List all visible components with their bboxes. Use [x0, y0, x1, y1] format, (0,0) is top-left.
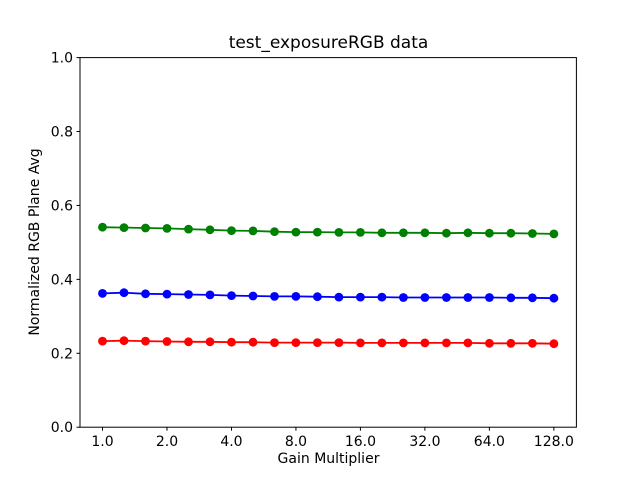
green-line	[102, 226, 554, 235]
blue-marker	[549, 293, 559, 303]
x-tick-label: 2.0	[156, 434, 178, 450]
green-marker	[184, 224, 193, 234]
green-marker	[463, 228, 473, 238]
red-marker	[270, 338, 279, 347]
chart-title: test_exposureRGB data	[228, 33, 429, 53]
green-marker	[334, 228, 344, 237]
green-marker	[248, 226, 258, 236]
blue-marker	[119, 288, 129, 298]
green-marker	[291, 227, 301, 237]
red-marker	[399, 338, 408, 348]
blue-marker	[377, 292, 387, 302]
red-marker	[248, 337, 258, 347]
red-marker	[98, 336, 107, 346]
red-marker	[549, 339, 559, 349]
green-marker	[205, 225, 215, 235]
y-tick-label: 0.0	[51, 420, 73, 436]
green-marker	[377, 228, 387, 238]
blue-marker	[420, 293, 430, 302]
red-marker	[141, 336, 150, 346]
blue-marker	[463, 293, 473, 302]
y-tick-label: 0.8	[51, 125, 73, 141]
red-marker	[162, 337, 172, 346]
red-marker	[377, 338, 387, 348]
blue-marker	[334, 292, 344, 302]
x-tick-label: 32.0	[409, 434, 440, 450]
green-marker	[141, 223, 150, 233]
blue-marker	[205, 290, 215, 300]
x-tick-label: 8.0	[285, 434, 307, 450]
red-line	[102, 339, 554, 345]
green-marker	[119, 223, 129, 233]
green-marker	[313, 227, 322, 237]
red-marker	[184, 337, 193, 347]
blue-marker	[227, 291, 236, 300]
red-marker	[442, 338, 451, 348]
blue-marker	[248, 291, 258, 301]
x-tick-label: 128.0	[534, 434, 574, 450]
plot-spines	[79, 57, 577, 428]
blue-marker	[313, 292, 322, 302]
y-tick-label: 0.4	[51, 272, 73, 288]
blue-marker	[162, 289, 172, 299]
red-marker	[119, 336, 129, 346]
red-marker	[528, 338, 537, 348]
red-marker	[313, 338, 322, 347]
green-marker	[162, 224, 172, 233]
green-marker	[227, 226, 236, 236]
green-marker	[356, 228, 365, 237]
red-marker	[334, 338, 344, 347]
x-tick-label: 16.0	[345, 434, 376, 450]
y-axis-label: Normalized RGB Plane Avg	[27, 148, 43, 336]
red-marker	[420, 338, 430, 348]
red-marker	[205, 337, 215, 347]
blue-marker	[485, 293, 494, 302]
green-marker	[549, 229, 559, 239]
blue-marker	[399, 293, 408, 302]
blue-marker	[528, 293, 537, 303]
blue-marker	[442, 293, 451, 302]
green-marker	[98, 222, 107, 232]
y-tick-label: 0.2	[51, 346, 73, 362]
green-marker	[528, 229, 537, 238]
blue-marker	[270, 292, 279, 301]
y-tick-label: 1.0	[51, 51, 73, 67]
red-marker	[227, 337, 236, 347]
green-marker	[442, 228, 451, 238]
red-marker	[506, 338, 516, 348]
green-marker	[270, 227, 279, 237]
x-axis-label: Gain Multiplier	[277, 451, 380, 467]
green-marker	[399, 228, 408, 238]
blue-marker	[356, 292, 365, 302]
green-marker	[420, 228, 430, 238]
red-marker	[356, 338, 365, 348]
x-tick-label: 64.0	[474, 434, 505, 450]
blue-marker	[184, 290, 193, 299]
x-tick-label: 4.0	[220, 434, 242, 450]
red-marker	[485, 338, 494, 348]
x-tick-label: 1.0	[91, 434, 113, 450]
blue-marker	[141, 289, 150, 299]
blue-marker	[98, 289, 107, 298]
blue-marker	[506, 293, 516, 303]
green-marker	[485, 228, 494, 238]
red-marker	[463, 338, 473, 348]
green-marker	[506, 228, 516, 238]
blue-marker	[291, 292, 301, 301]
blue-line	[102, 291, 554, 300]
y-tick-label: 0.6	[51, 198, 73, 214]
red-marker	[291, 338, 301, 347]
